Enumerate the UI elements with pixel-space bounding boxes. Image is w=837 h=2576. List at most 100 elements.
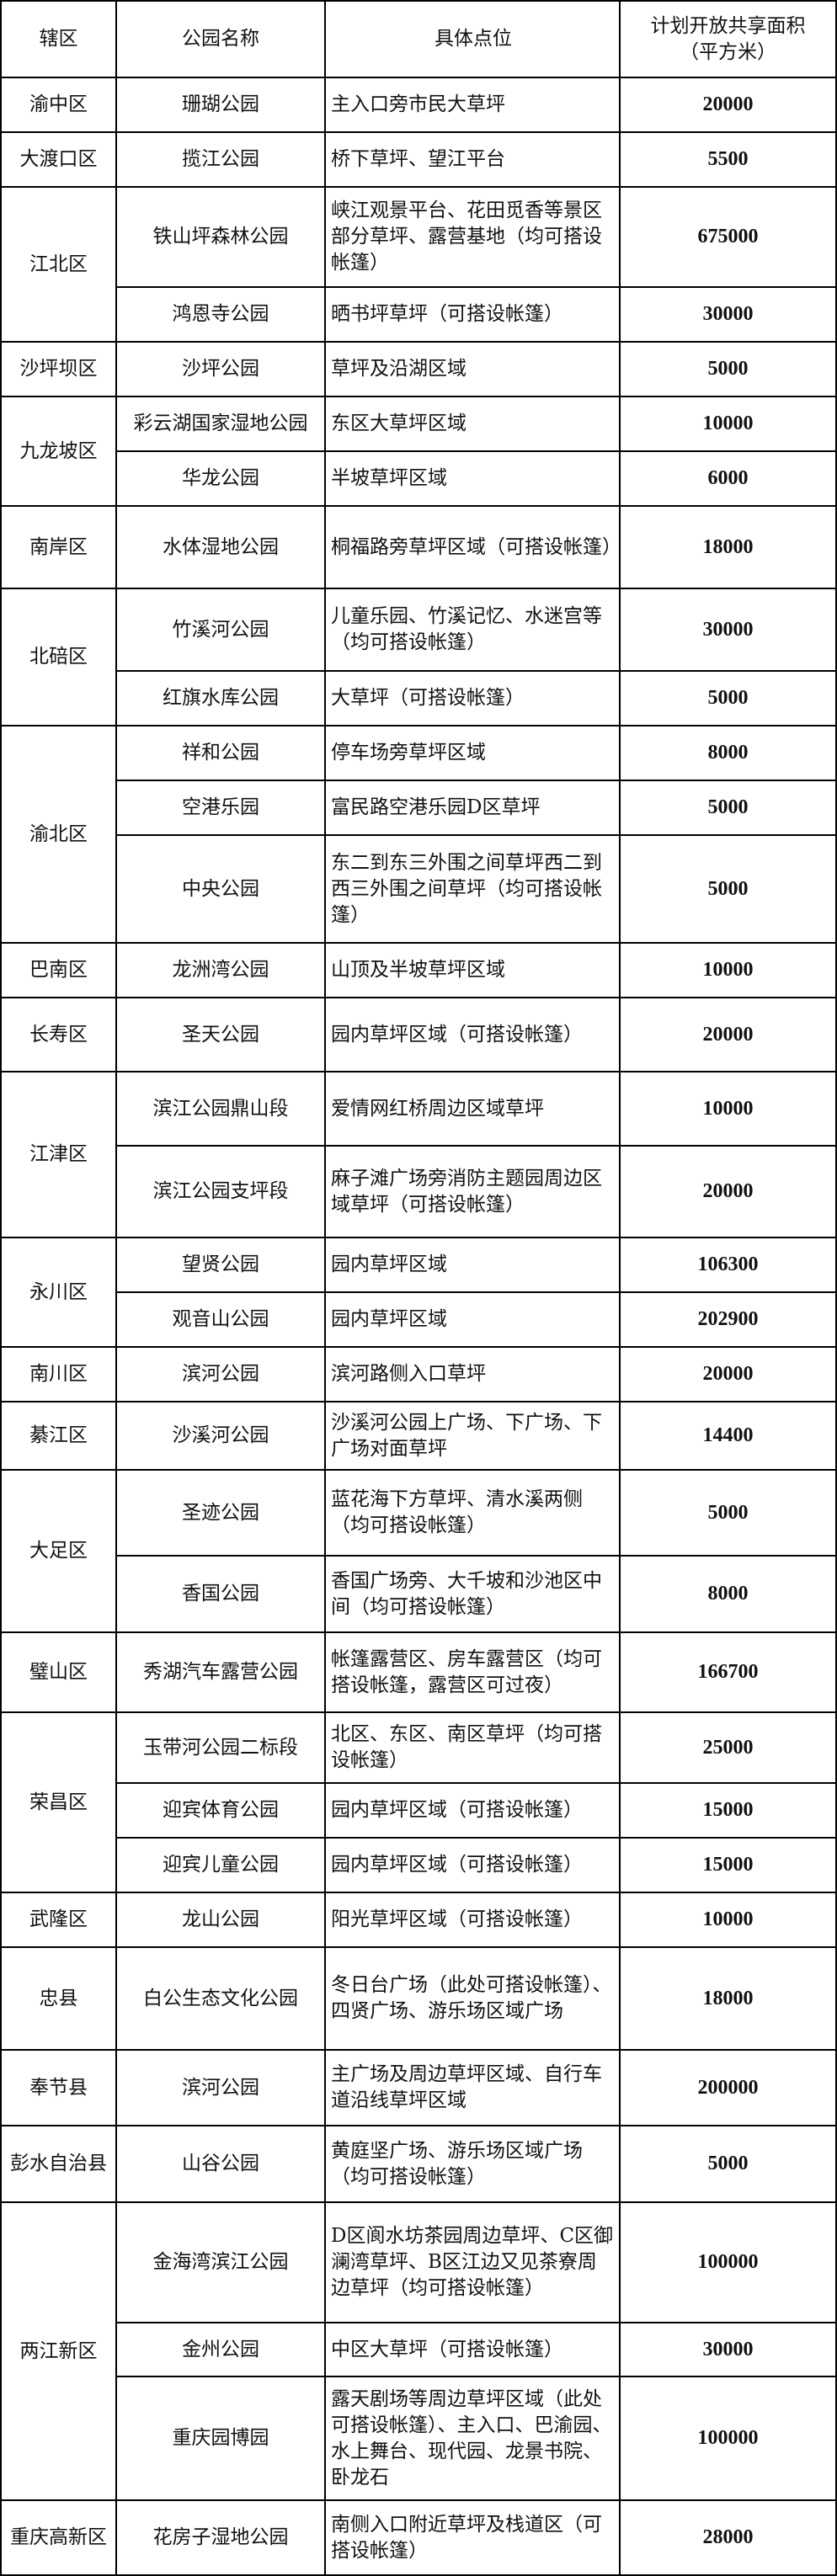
- area-cell: 5000: [619, 670, 837, 726]
- location-cell: 露天剧场等周边草坪区域（此处可搭设帐篷）、主入口、巴渝园、水上舞台、现代园、龙景…: [324, 2376, 621, 2501]
- area-cell: 30000: [619, 2322, 837, 2377]
- district-cell: 武隆区: [0, 1892, 117, 1948]
- area-cell: 10000: [619, 1071, 837, 1147]
- area-cell: 20000: [619, 1145, 837, 1238]
- area-cell: 30000: [619, 588, 837, 672]
- park-name-cell: 彩云湖国家湿地公园: [115, 396, 326, 452]
- park-name-cell: 祥和公园: [115, 725, 326, 781]
- district-cell: 九龙坡区: [0, 396, 117, 507]
- location-cell: 桥下草坪、望江平台: [324, 131, 621, 188]
- park-name-cell: 滨河公园: [115, 2049, 326, 2126]
- table-row: 两江新区 金海湾滨江公园 D区阆水坊茶园周边草坪、C区御澜湾草坪、B区江边又见茶寮周…: [0, 2201, 837, 2501]
- area-cell: 106300: [619, 1237, 837, 1293]
- area-cell: 14400: [619, 1401, 837, 1471]
- park-name-cell: 金州公园: [115, 2322, 326, 2377]
- district-cell: 江津区: [0, 1071, 117, 1238]
- table-body: 渝中区 珊瑚公园 主入口旁市民大草坪 20000 大渡口区 揽江公园 桥下草坪、望江平台 55…: [0, 77, 837, 2576]
- location-cell: 冬日台广场（此处可搭设帐篷）、四贤广场、游乐场区域广场: [324, 1946, 621, 2051]
- park-name-cell: 花房子湿地公园: [115, 2499, 326, 2576]
- table-row: 永川区 望贤公园 园内草坪区域 106300: [0, 1237, 837, 1348]
- district-cell: 两江新区: [0, 2201, 117, 2501]
- table-row: 重庆高新区 花房子湿地公园 南侧入口附近草坪及栈道区（可搭设帐篷） 28000: [0, 2499, 837, 2576]
- table-row: 奉节县 滨河公园 主广场及周边草坪区域、自行车道沿线草坪区域 200000: [0, 2049, 837, 2126]
- location-cell: 晒书坪草坪（可搭设帐篷）: [324, 286, 621, 343]
- district-cell: 彭水自治县: [0, 2125, 117, 2203]
- area-cell: 202900: [619, 1291, 837, 1348]
- park-name-cell: 香国公园: [115, 1555, 326, 1633]
- park-name-cell: 滨河公园: [115, 1346, 326, 1402]
- district-cell: 长寿区: [0, 997, 117, 1072]
- area-cell: 20000: [619, 997, 837, 1072]
- area-cell: 8000: [619, 725, 837, 781]
- location-cell: 香国广场旁、大千坡和沙池区中间（均可搭设帐篷）: [324, 1555, 621, 1633]
- table-row: 金州公园 中区大草坪（可搭设帐篷） 30000: [1, 2322, 837, 2377]
- header-location: 具体点位: [324, 0, 621, 78]
- park-name-cell: 龙山公园: [115, 1892, 326, 1948]
- location-cell: 峡江观景平台、花田觅香等景区部分草坪、露营基地（均可搭设帐篷）: [324, 186, 621, 288]
- district-cell: 南川区: [0, 1346, 117, 1402]
- district-cell: 渝北区: [0, 725, 117, 944]
- location-cell: 儿童乐园、竹溪记忆、水迷宫等（均可搭设帐篷）: [324, 588, 621, 672]
- district-cell: 渝中区: [0, 77, 117, 133]
- header-area: 计划开放共享面积 （平方米）: [619, 0, 837, 78]
- park-name-cell: 水体湿地公园: [115, 505, 326, 589]
- district-cell: 奉节县: [0, 2049, 117, 2126]
- table-row: 南岸区 水体湿地公园 桐福路旁草坪区域（可搭设帐篷） 18000: [0, 505, 837, 589]
- park-name-cell: 竹溪河公园: [115, 588, 326, 672]
- area-cell: 10000: [619, 942, 837, 998]
- park-name-cell: 迎宾体育公园: [115, 1782, 326, 1839]
- park-name-cell: 圣迹公园: [115, 1469, 326, 1557]
- park-name-cell: 滨江公园鼎山段: [115, 1071, 326, 1147]
- table-row: 南川区 滨河公园 滨河路侧入口草坪 20000: [0, 1346, 837, 1402]
- location-cell: 滨河路侧入口草坪: [324, 1346, 621, 1402]
- park-name-cell: 玉带河公园二标段: [115, 1711, 326, 1784]
- location-cell: 爱情网红桥周边区域草坪: [324, 1071, 621, 1147]
- park-name-cell: 观音山公园: [115, 1291, 326, 1348]
- location-cell: 麻子滩广场旁消防主题园周边区域草坪（可搭设帐篷）: [324, 1145, 621, 1238]
- location-cell: 桐福路旁草坪区域（可搭设帐篷）: [324, 505, 621, 589]
- table-row: 迎宾体育公园 园内草坪区域（可搭设帐篷） 15000: [1, 1782, 837, 1839]
- district-cell: 荣昌区: [0, 1711, 117, 1893]
- header-area-line1: 计划开放共享面积: [650, 14, 806, 37]
- park-name-cell: 沙溪河公园: [115, 1401, 326, 1471]
- area-cell: 20000: [619, 1346, 837, 1402]
- table-row: 綦江区 沙溪河公园 沙溪河公园上广场、下广场、下广场对面草坪 14400: [0, 1401, 837, 1471]
- park-name-cell: 重庆园博园: [115, 2376, 326, 2501]
- table-row: 长寿区 圣天公园 园内草坪区域（可搭设帐篷） 20000: [0, 997, 837, 1072]
- area-cell: 5000: [619, 1469, 837, 1557]
- header-park-name: 公园名称: [115, 0, 326, 78]
- table-row: 重庆园博园 露天剧场等周边草坪区域（此处可搭设帐篷）、主入口、巴渝园、水上舞台、现…: [1, 2376, 837, 2501]
- area-cell: 6000: [619, 450, 837, 507]
- area-cell: 5000: [619, 341, 837, 397]
- table-row: 红旗水库公园 大草坪（可搭设帐篷） 5000: [1, 670, 837, 726]
- location-cell: 停车场旁草坪区域: [324, 725, 621, 781]
- district-cell: 重庆高新区: [0, 2499, 117, 2576]
- area-cell: 200000: [619, 2049, 837, 2126]
- area-cell: 25000: [619, 1711, 837, 1784]
- park-name-cell: 山谷公园: [115, 2125, 326, 2203]
- park-name-cell: 铁山坪森林公园: [115, 186, 326, 288]
- district-cell: 大渡口区: [0, 131, 117, 188]
- table-row: 中央公园 东二到东三外围之间草坪西二到西三外围之间草坪（均可搭设帐篷） 5000: [1, 834, 837, 944]
- park-name-cell: 金海湾滨江公园: [115, 2201, 326, 2323]
- area-cell: 100000: [619, 2201, 837, 2323]
- table-header-row: 辖区 公园名称 具体点位 计划开放共享面积 （平方米）: [0, 0, 837, 78]
- park-name-cell: 秀湖汽车露营公园: [115, 1631, 326, 1713]
- table-row: 江津区 滨江公园鼎山段 爱情网红桥周边区域草坪 10000: [0, 1071, 837, 1238]
- table-row: 彭水自治县 山谷公园 黄庭坚广场、游乐场区域广场（均可搭设帐篷） 5000: [0, 2125, 837, 2203]
- location-cell: 黄庭坚广场、游乐场区域广场（均可搭设帐篷）: [324, 2125, 621, 2203]
- location-cell: 园内草坪区域: [324, 1237, 621, 1293]
- area-cell: 8000: [619, 1555, 837, 1633]
- area-cell: 100000: [619, 2376, 837, 2501]
- location-cell: 南侧入口附近草坪及栈道区（可搭设帐篷）: [324, 2499, 621, 2576]
- district-cell: 璧山区: [0, 1631, 117, 1713]
- table-row: 渝中区 珊瑚公园 主入口旁市民大草坪 20000: [0, 77, 837, 133]
- park-name-cell: 圣天公园: [115, 997, 326, 1072]
- area-cell: 5500: [619, 131, 837, 188]
- location-cell: 蓝花海下方草坪、清水溪两侧（均可搭设帐篷）: [324, 1469, 621, 1557]
- park-name-cell: 滨江公园支坪段: [115, 1145, 326, 1238]
- area-cell: 10000: [619, 1892, 837, 1948]
- location-cell: 沙溪河公园上广场、下广场、下广场对面草坪: [324, 1401, 621, 1471]
- table-row: 滨江公园支坪段 麻子滩广场旁消防主题园周边区域草坪（可搭设帐篷） 20000: [1, 1145, 837, 1238]
- header-area-line2: （平方米）: [680, 40, 776, 63]
